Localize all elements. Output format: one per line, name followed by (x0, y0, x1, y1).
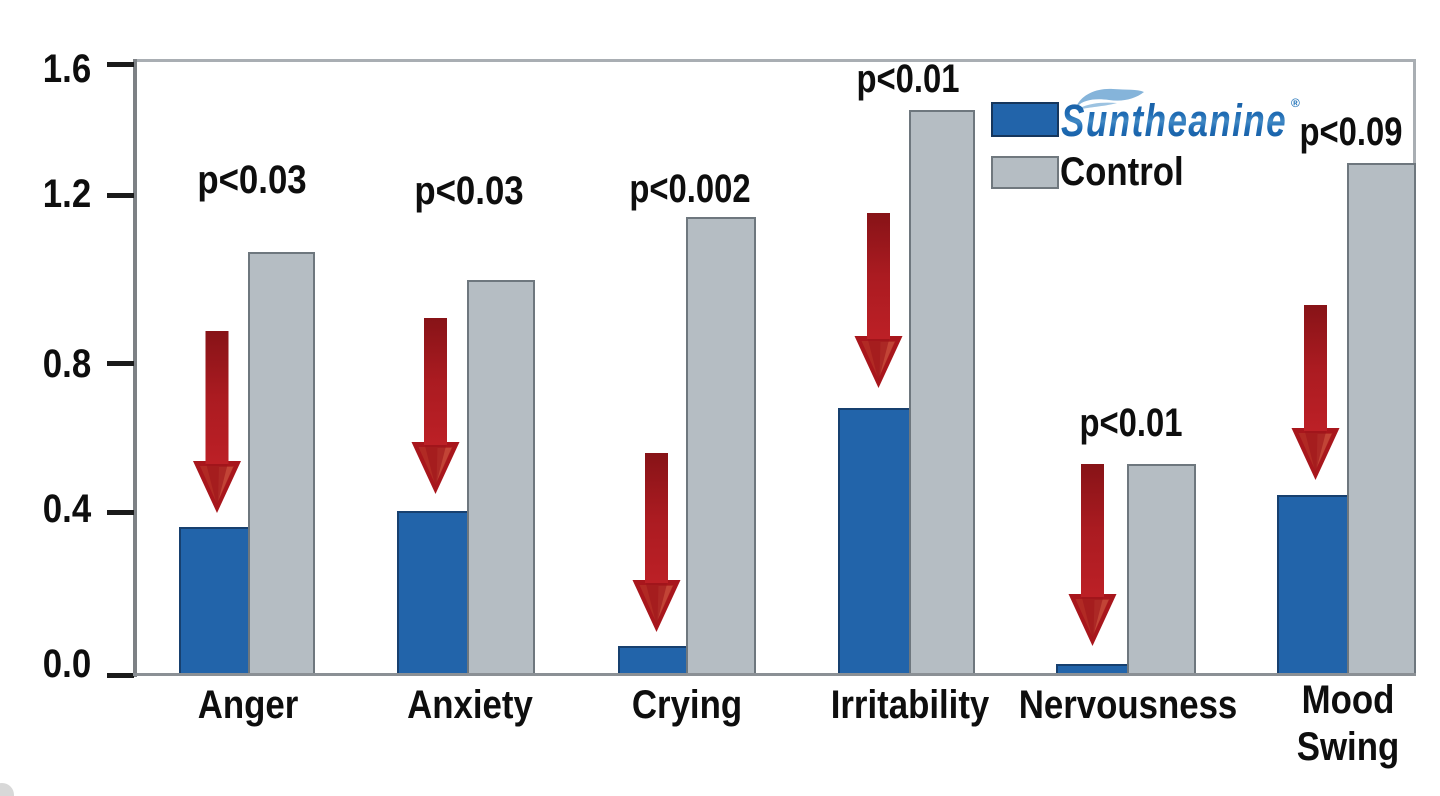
svg-text:®: ® (1291, 96, 1300, 110)
svg-text:Suntheanine: Suntheanine (1061, 95, 1286, 146)
